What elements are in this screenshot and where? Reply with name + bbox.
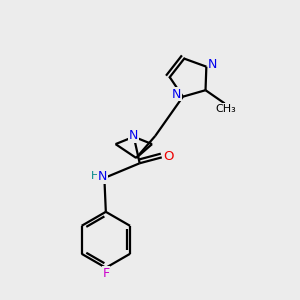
Text: F: F — [102, 267, 110, 280]
Text: H: H — [91, 172, 99, 182]
Text: N: N — [208, 58, 218, 71]
Text: N: N — [128, 129, 138, 142]
Text: N: N — [172, 88, 181, 101]
Text: N: N — [98, 170, 107, 183]
Text: O: O — [163, 150, 173, 163]
Text: CH₃: CH₃ — [216, 104, 236, 114]
